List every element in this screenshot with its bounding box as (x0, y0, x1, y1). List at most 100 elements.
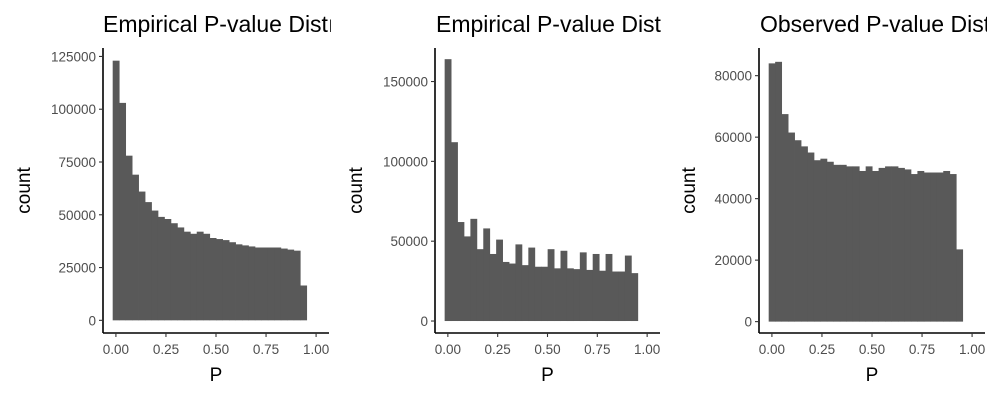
histogram-bar (515, 244, 523, 322)
histogram-bar (599, 270, 606, 322)
histogram-bar (794, 140, 802, 322)
chart-panel-3: Observed P-value Distr 0 20000 40000 60000 80… (679, 11, 998, 386)
y-tick-label: 25000 (58, 261, 96, 276)
histogram-bar (910, 174, 918, 322)
histogram-bar (521, 265, 529, 322)
histogram-bar (579, 252, 587, 322)
x-tick-label: 0.25 (485, 342, 511, 357)
histogram-bar (216, 239, 224, 321)
histogram-bar (833, 164, 841, 322)
x-tick-label: 0.75 (584, 342, 610, 357)
histogram-bar (534, 266, 542, 322)
histogram-bar (509, 263, 516, 322)
histogram-bar (943, 170, 951, 322)
histogram-bar (528, 247, 536, 322)
y-tick-label: 150000 (383, 75, 428, 90)
y-axis-title: count (346, 167, 367, 214)
chart-title: Empirical P-value Distı (436, 11, 667, 37)
histogram-bar (554, 268, 561, 322)
x-tick-label: 0.50 (203, 342, 229, 357)
chart-title: Observed P-value Distr (760, 11, 998, 37)
histogram-bar (287, 249, 295, 321)
histogram-bar (624, 255, 632, 322)
y-tick-label: 50000 (390, 234, 428, 249)
histogram-bars (768, 61, 964, 322)
histogram-bar (164, 219, 172, 321)
histogram-bar (949, 174, 957, 322)
x-axis-title: P (541, 365, 554, 386)
histogram-bar (930, 172, 938, 322)
histogram-bar (274, 247, 282, 321)
y-tick-label: 40000 (714, 192, 752, 207)
y-axis-title: count (14, 167, 35, 214)
histogram-bar (852, 166, 860, 322)
histogram-bar (196, 231, 204, 321)
histogram-bar (203, 233, 211, 321)
histogram-bar (496, 239, 503, 322)
histogram-bar (956, 249, 964, 322)
histogram-bar (119, 102, 127, 321)
histogram-bar (132, 174, 139, 321)
histogram-bar (145, 202, 152, 321)
y-tick-label: 20000 (714, 253, 752, 268)
histogram-bar (267, 247, 275, 321)
y-axis-title: count (679, 167, 700, 214)
histogram-bar (541, 266, 549, 322)
histogram-bars (112, 60, 308, 321)
histogram-bar (923, 172, 931, 322)
histogram-bar (846, 166, 854, 322)
histogram-bar (547, 249, 555, 322)
histogram-bar (573, 269, 581, 322)
histogram-bar (885, 166, 892, 322)
histogram-bar (801, 146, 808, 322)
histogram-bar (618, 271, 626, 322)
histogram-bar (183, 231, 191, 321)
histogram-bar (560, 250, 568, 322)
histogram-bar (476, 249, 484, 322)
x-axis-title: P (866, 365, 879, 386)
histogram-bar (157, 216, 165, 321)
histogram-bar (865, 166, 873, 322)
histogram-bar (261, 247, 269, 321)
histogram-bar (839, 164, 847, 322)
histogram-bar (177, 227, 185, 321)
y-tick-label: 0 (88, 313, 96, 328)
histogram-bar (489, 253, 497, 322)
histogram-bar (826, 161, 834, 322)
histogram-bar (586, 269, 594, 322)
histogram-bar (235, 244, 243, 321)
x-tick-label: 1.00 (303, 342, 329, 357)
y-tick-label: 75000 (58, 155, 96, 170)
histogram-bar (457, 222, 465, 322)
histogram-bar (820, 158, 828, 322)
y-tick-label: 100000 (383, 154, 428, 169)
x-tick-label: 0.75 (909, 342, 935, 357)
histogram-bar (190, 233, 198, 321)
chart-panel-1: Empirical P-value Distı 0 25000 50000 75000 1… (14, 11, 334, 386)
x-tick-label: 0.00 (103, 342, 129, 357)
y-tick-label: 60000 (714, 130, 752, 145)
histogram-bar (293, 250, 301, 321)
histogram-bar (209, 238, 217, 321)
chart-title: Empirical P-value Distı (103, 11, 334, 37)
histogram-bar (222, 240, 230, 321)
histogram-bar (631, 273, 639, 322)
histogram-bar (138, 191, 146, 321)
histogram-bar (878, 167, 886, 322)
histogram-bar (781, 114, 789, 322)
histogram-bar (248, 246, 256, 321)
histogram-bar (612, 271, 619, 322)
histogram-bar (775, 61, 783, 322)
histogram-bar (898, 167, 905, 322)
x-tick-label: 0.25 (153, 342, 179, 357)
histogram-bar (483, 228, 491, 322)
histogram-bar (872, 170, 880, 322)
histogram-bar (451, 142, 458, 322)
y-tick-label: 0 (420, 314, 428, 329)
histogram-bar (859, 170, 867, 322)
histogram-bar (502, 261, 510, 322)
y-tick-label: 100000 (51, 102, 96, 117)
histogram-bar (125, 155, 133, 321)
y-tick-label: 0 (744, 315, 752, 330)
